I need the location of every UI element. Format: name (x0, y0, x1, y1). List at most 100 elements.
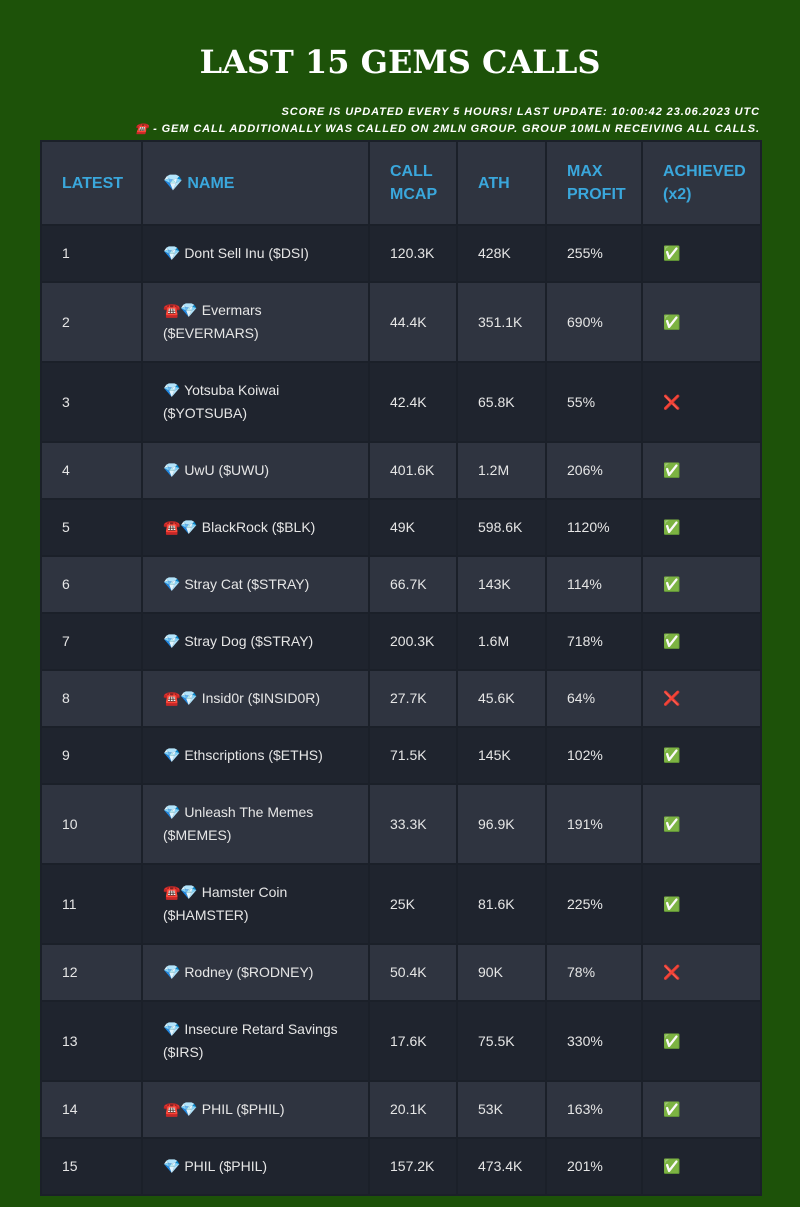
table-cell: 💎 Unleash The Memes ($MEMES) (143, 785, 368, 863)
table-cell: ☎️💎 BlackRock ($BLK) (143, 500, 368, 555)
table-cell: 143K (458, 557, 545, 612)
table-row: 5 ☎️💎 BlackRock ($BLK) 49K 598.6K 1120% ✅ (42, 500, 760, 555)
table-row: 2 ☎️💎 Evermars ($EVERMARS) 44.4K 351.1K 690%… (42, 283, 760, 361)
table-cell: 11 (42, 865, 141, 943)
page-title: LAST 15 GEMS CALLS (199, 43, 601, 81)
table-cell: 3 (42, 363, 141, 441)
table-cell: 81.6K (458, 865, 545, 943)
table-cell: 163% (547, 1082, 641, 1137)
table-cell: ✅ (643, 226, 760, 281)
table-cell: 10 (42, 785, 141, 863)
table-cell: ✅ (643, 728, 760, 783)
table-cell: 💎 Ethscriptions ($ETHS) (143, 728, 368, 783)
table-cell: 5 (42, 500, 141, 555)
table-cell: 65.8K (458, 363, 545, 441)
table-cell: 428K (458, 226, 545, 281)
column-header: ATH (458, 142, 545, 224)
table-cell: 9 (42, 728, 141, 783)
table-cell: 1 (42, 226, 141, 281)
table-cell: 13 (42, 1002, 141, 1080)
table-cell: 55% (547, 363, 641, 441)
table-cell: 330% (547, 1002, 641, 1080)
table-cell: 120.3K (370, 226, 456, 281)
column-header: LATEST (42, 142, 141, 224)
table-cell: ☎️💎 PHIL ($PHIL) (143, 1082, 368, 1137)
table-row: 10 💎 Unleash The Memes ($MEMES) 33.3K 96.9K… (42, 785, 760, 863)
table-cell: 66.7K (370, 557, 456, 612)
table-cell: 191% (547, 785, 641, 863)
table-cell: ✅ (643, 614, 760, 669)
calls-table: LATEST 💎 NAME CALL MCAP ATH MAX PROFIT ACHIEV… (40, 140, 762, 1196)
table-cell: 206% (547, 443, 641, 498)
table-cell: 💎 Rodney ($RODNEY) (143, 945, 368, 1000)
table-row: 14 ☎️💎 PHIL ($PHIL) 20.1K 53K 163% ✅ (42, 1082, 760, 1137)
table-cell: 90K (458, 945, 545, 1000)
column-header: 💎 NAME (143, 142, 368, 224)
table-row: 8 ☎️💎 Insid0r ($INSID0R) 27.7K 45.6K 64% ❌ (42, 671, 760, 726)
table-cell: 33.3K (370, 785, 456, 863)
table-row: 1 💎 Dont Sell Inu ($DSI) 120.3K 428K 255% ✅ (42, 226, 760, 281)
table-cell: 401.6K (370, 443, 456, 498)
table-cell: 690% (547, 283, 641, 361)
table-cell: 20.1K (370, 1082, 456, 1137)
table-row: 3 💎 Yotsuba Koiwai ($YOTSUBA) 42.4K 65.8K 55… (42, 363, 760, 441)
table-cell: 225% (547, 865, 641, 943)
table-cell: 71.5K (370, 728, 456, 783)
table-cell: 💎 PHIL ($PHIL) (143, 1139, 368, 1194)
table-row: 11 ☎️💎 Hamster Coin ($HAMSTER) 25K 81.6K 225… (42, 865, 760, 943)
table-cell: 75.5K (458, 1002, 545, 1080)
note: ☎️ - GEM CALL ADDITIONALLY WAS CALLED ON… (134, 123, 760, 135)
table-row: 12 💎 Rodney ($RODNEY) 50.4K 90K 78% ❌ (42, 945, 760, 1000)
table-cell: 255% (547, 226, 641, 281)
table-row: 4 💎 UwU ($UWU) 401.6K 1.2M 206% ✅ (42, 443, 760, 498)
table-cell: 157.2K (370, 1139, 456, 1194)
table-cell: 8 (42, 671, 141, 726)
table-cell: 64% (547, 671, 641, 726)
table-cell: 351.1K (458, 283, 545, 361)
table-cell: 44.4K (370, 283, 456, 361)
table-cell: 114% (547, 557, 641, 612)
table-cell: 1.2M (458, 443, 545, 498)
note: SCORE IS UPDATED EVERY 5 HOURS! LAST UPD… (281, 106, 760, 118)
table-cell: 718% (547, 614, 641, 669)
table-cell: ✅ (643, 443, 760, 498)
table-cell: 53K (458, 1082, 545, 1137)
table-cell: 17.6K (370, 1002, 456, 1080)
table-cell: 42.4K (370, 363, 456, 441)
table-cell: 14 (42, 1082, 141, 1137)
table-cell: 💎 Dont Sell Inu ($DSI) (143, 226, 368, 281)
table-cell: 2 (42, 283, 141, 361)
table-cell: 50.4K (370, 945, 456, 1000)
table-cell: 102% (547, 728, 641, 783)
table-cell: ✅ (643, 500, 760, 555)
table-cell: 1.6M (458, 614, 545, 669)
table-cell: 27.7K (370, 671, 456, 726)
table-cell: 25K (370, 865, 456, 943)
table-cell: 💎 Insecure Retard Savings ($IRS) (143, 1002, 368, 1080)
table-cell: 78% (547, 945, 641, 1000)
table-cell: ❌ (643, 945, 760, 1000)
table-cell: 49K (370, 500, 456, 555)
table-row: 7 💎 Stray Dog ($STRAY) 200.3K 1.6M 718% ✅ (42, 614, 760, 669)
table-cell: ✅ (643, 1139, 760, 1194)
table-cell: ✅ (643, 1082, 760, 1137)
table-cell: 96.9K (458, 785, 545, 863)
table-cell: ❌ (643, 671, 760, 726)
table-cell: ✅ (643, 557, 760, 612)
table-cell: 💎 Stray Dog ($STRAY) (143, 614, 368, 669)
header-row: LATEST 💎 NAME CALL MCAP ATH MAX PROFIT ACHIEV… (42, 142, 760, 224)
table-cell: 4 (42, 443, 141, 498)
table-row: 9 💎 Ethscriptions ($ETHS) 71.5K 145K 102% ✅ (42, 728, 760, 783)
table-row: 13 💎 Insecure Retard Savings ($IRS) 17.6K 7… (42, 1002, 760, 1080)
table-cell: ✅ (643, 785, 760, 863)
table-cell: 200.3K (370, 614, 456, 669)
table-cell: 7 (42, 614, 141, 669)
table-cell: 598.6K (458, 500, 545, 555)
table-cell: ✅ (643, 283, 760, 361)
table-cell: ✅ (643, 865, 760, 943)
table-cell: ☎️💎 Evermars ($EVERMARS) (143, 283, 368, 361)
column-header: MAX PROFIT (547, 142, 641, 224)
table-body: 1 💎 Dont Sell Inu ($DSI) 120.3K 428K 255% ✅ 2 ☎… (42, 226, 760, 1194)
table-cell: 201% (547, 1139, 641, 1194)
